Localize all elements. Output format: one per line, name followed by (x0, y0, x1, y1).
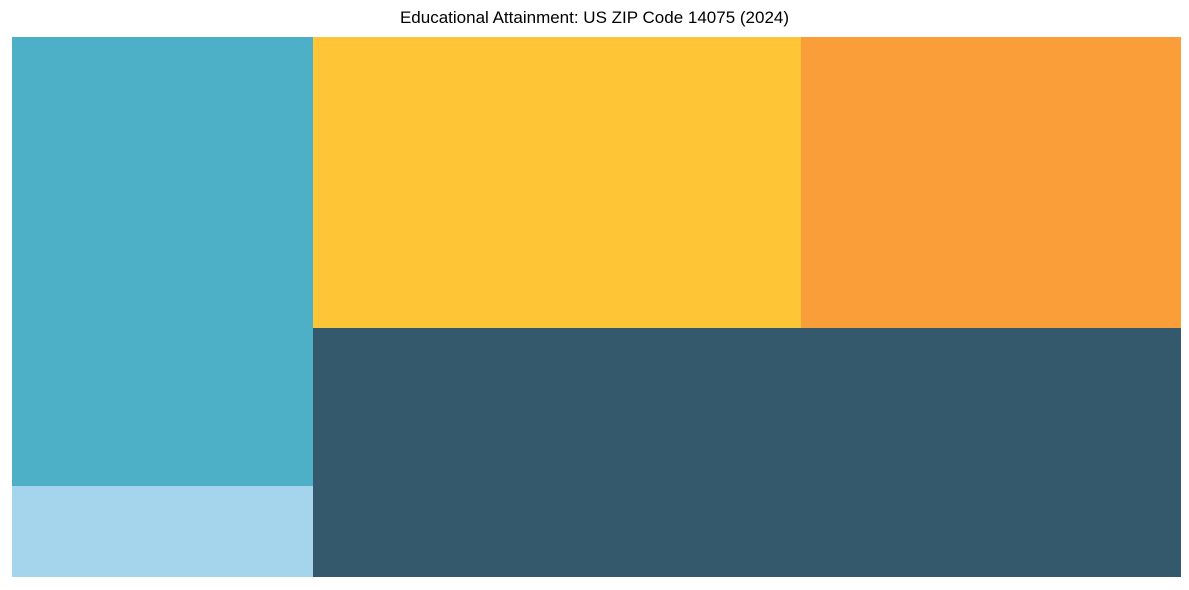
treemap-tile-1[interactable] (12, 37, 313, 486)
treemap-tile-4[interactable] (801, 37, 1181, 328)
treemap-tile-3[interactable] (313, 37, 801, 328)
treemap-tile-5[interactable] (313, 328, 1181, 577)
treemap-plot-area (12, 37, 1181, 577)
chart-title: Educational Attainment: US ZIP Code 1407… (399, 8, 790, 27)
treemap-tile-2[interactable] (12, 486, 313, 577)
